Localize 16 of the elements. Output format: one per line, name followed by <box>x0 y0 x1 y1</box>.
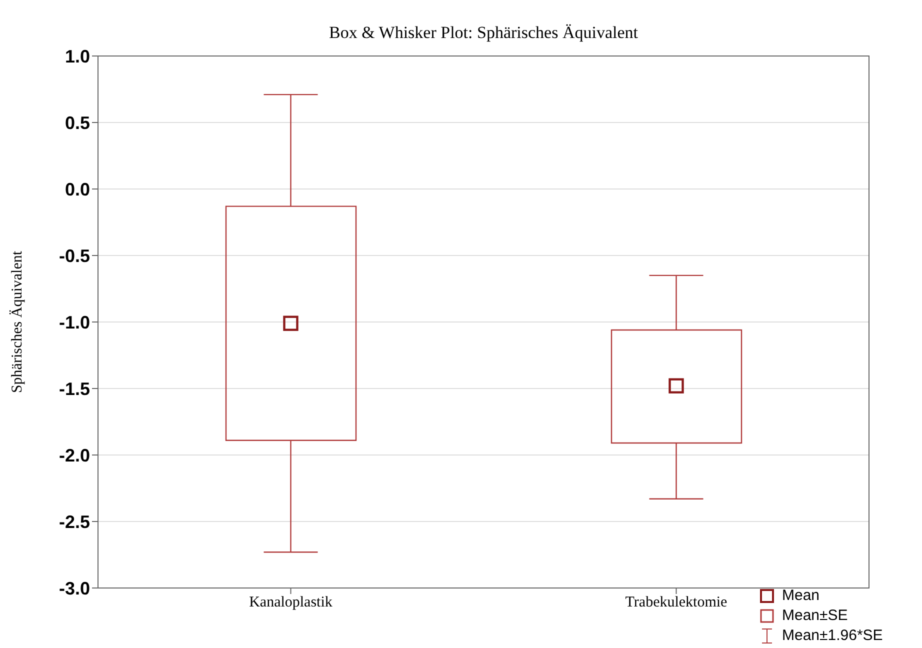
x-tick-label: Kanaloplastik <box>249 594 333 611</box>
legend-label: Mean±SE <box>782 606 848 626</box>
y-tick-label: 1.0 <box>64 46 90 66</box>
y-tick-label: -1.5 <box>58 378 90 399</box>
x-tick-label: Trabekulektomie <box>625 594 728 611</box>
y-tick-label: 0.5 <box>64 112 90 133</box>
y-tick-label: -3.0 <box>58 578 90 598</box>
text: Mean±1.96*SE <box>782 626 883 646</box>
y-tick-label: -2.5 <box>58 512 90 532</box>
y-tick-label: 0.0 <box>64 179 90 200</box>
y-axis-title: Sphärisches Äquivalent <box>8 250 26 394</box>
annotation: Mean <box>782 586 820 606</box>
chart-title: Box & Whisker Plot: Sphärisches Äquivalent <box>329 23 638 42</box>
y-tick-label: -1.0 <box>58 312 90 332</box>
y-tick-label: -2.0 <box>58 445 90 466</box>
y-tick-label: -0.5 <box>58 246 90 266</box>
